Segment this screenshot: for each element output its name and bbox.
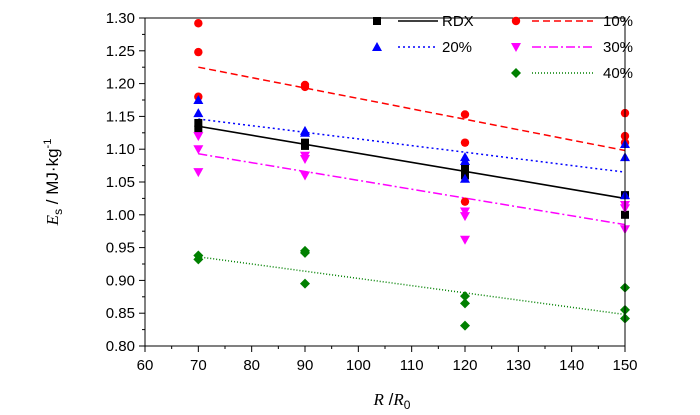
data-point-20pct (460, 173, 470, 183)
y-tick-label: 1.00 (106, 207, 135, 224)
axes: 60 70 80 90 100 110 120 130 140 150 0.800.850.900… (106, 10, 638, 374)
y-tick-label: 1.05 (106, 174, 135, 191)
x-axis-title: R /R0 (373, 390, 411, 412)
fit-line-10pct (198, 66, 626, 152)
x-axis-sub: 0 (404, 398, 411, 412)
y-tick-label: 1.15 (106, 108, 135, 125)
legend-label-30pct: 30% (603, 39, 633, 56)
data-point-40pct (460, 298, 470, 309)
data-point-10pct (460, 197, 470, 206)
x-tick-label: 90 (297, 357, 314, 374)
y-axis-unit: / MJ·kg (43, 148, 62, 208)
data-point-30pct (460, 235, 470, 245)
y-tick-label: 1.30 (106, 10, 135, 27)
y-tick-label: 0.80 (106, 338, 135, 355)
x-axis-var: R (373, 390, 385, 409)
data-point-rdx (194, 118, 203, 127)
data-point-30pct (460, 212, 470, 222)
legend-marker-40pct (511, 68, 521, 78)
legend-marker-rdx (373, 17, 381, 25)
data-point-30pct (300, 155, 310, 165)
fit-line-30pct (198, 153, 626, 226)
legend-label-20pct: 20% (442, 39, 472, 56)
data-point-40pct (460, 320, 470, 331)
legend-label-rdx: RDX (442, 13, 474, 30)
data-point-rdx (461, 164, 469, 173)
x-tick-label: 100 (346, 357, 371, 374)
x-axis-subvar: R (392, 390, 404, 409)
y-axis-sub: s (51, 209, 65, 215)
y-axis-title: Es / MJ·kg-1 (42, 139, 65, 227)
data-point-30pct (193, 145, 204, 155)
legend-label-10pct: 10% (603, 13, 633, 30)
data-point-20pct (300, 127, 310, 137)
data-point-40pct (300, 278, 310, 289)
fit-line-20pct (198, 118, 626, 173)
data-point-10pct (194, 19, 203, 28)
x-tick-label: 120 (452, 357, 477, 374)
x-tick-label: 80 (243, 357, 260, 374)
legend-marker-10pct (511, 16, 521, 26)
data-point-rdx (301, 141, 309, 150)
data-point-30pct (460, 207, 470, 217)
x-tick-label: 140 (559, 357, 584, 374)
y-tick-label: 1.10 (106, 141, 135, 158)
legend-marker-30pct (511, 43, 521, 52)
y-tick-label: 1.20 (106, 76, 135, 93)
y-tick-label: 0.90 (106, 272, 135, 289)
fit-line-rdx (198, 125, 626, 200)
data-point-20pct (193, 108, 204, 118)
plot-frame (144, 17, 626, 347)
x-axis-ticks: 60 70 80 90 100 110 120 130 140 150 (137, 346, 638, 374)
x-tick-label: 110 (400, 357, 424, 374)
x-tick-label: 130 (506, 357, 531, 374)
x-tick-label: 150 (612, 357, 637, 374)
y-axis-var: E (43, 214, 62, 226)
data-point-40pct (460, 291, 470, 302)
x-tick-label: 70 (190, 357, 207, 374)
data-point-10pct (460, 110, 470, 119)
legend: RDX 20% 10% 30% 40% (372, 13, 633, 82)
data-point-40pct (193, 254, 204, 265)
y-tick-label: 0.95 (106, 240, 135, 257)
data-point-20pct (460, 156, 470, 166)
y-axis-ticks: 0.80 0.85 0.90 0.95 1.00 1.05 1.10 1.15 1.20 1.25… (106, 10, 145, 355)
data-point-20pct (193, 95, 204, 104)
legend-marker-20pct (372, 42, 382, 51)
y-tick-label: 0.85 (106, 305, 135, 322)
x-axis-slash: / (384, 390, 394, 409)
data-point-10pct (460, 138, 470, 147)
data-point-40pct (300, 247, 310, 258)
legend-label-40pct: 40% (603, 65, 633, 82)
x-tick-label: 60 (137, 357, 154, 374)
fit-line-40pct (198, 256, 626, 316)
data-point-10pct (300, 82, 310, 92)
data-point-30pct (300, 171, 310, 181)
fit-lines (198, 66, 626, 316)
y-axis-sup: -1 (42, 139, 54, 149)
data-point-10pct (194, 47, 203, 57)
data-markers (193, 19, 630, 331)
data-point-rdx (194, 125, 203, 134)
y-tick-label: 1.25 (106, 43, 135, 60)
data-point-30pct (193, 132, 204, 142)
data-point-30pct (193, 168, 204, 178)
